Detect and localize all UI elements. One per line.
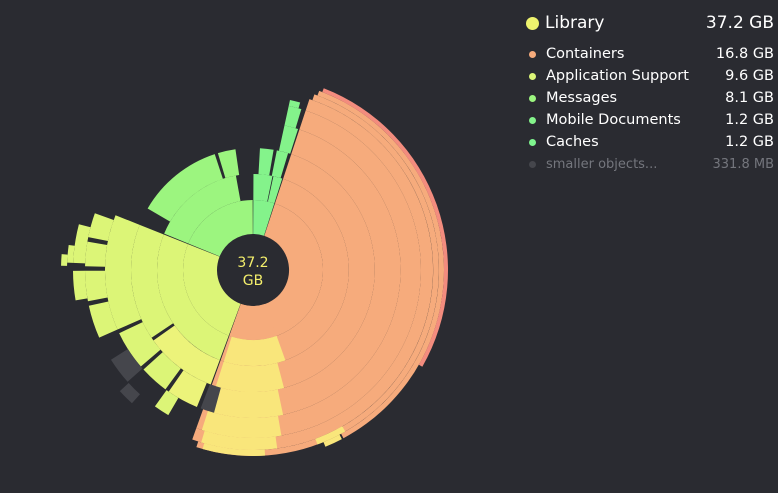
containers-outer-b[interactable] [323,434,342,447]
mobile-documents-ring-2[interactable] [258,148,274,176]
messages-ring-1[interactable] [164,175,241,244]
yellow-ring-5[interactable] [201,410,282,439]
app-support-ring-7[interactable] [61,254,68,266]
app-support-ring-4c[interactable] [85,270,108,302]
yellow-ring-4[interactable] [207,386,284,418]
messages-ring-2b[interactable] [217,149,240,179]
app-support-ring-6[interactable] [67,245,75,263]
caches-ring-1[interactable] [267,176,283,204]
legend-item-mobile-documents[interactable]: Mobile Documents 1.2 GB [526,109,774,131]
legend-item-size: 331.8 MB [712,156,774,172]
messages-ring-2a[interactable] [147,154,223,222]
app-support-ring-4b[interactable] [88,301,118,338]
root-name: Library [545,13,605,33]
yellow-ring-3[interactable] [215,361,285,392]
app-support-ring-3a[interactable] [168,370,207,407]
legend-item-name: Caches [546,134,599,150]
app-support-ring-4e[interactable] [88,213,114,242]
app-support-grey-a[interactable] [110,349,143,382]
yellow-ring-2[interactable] [223,335,286,367]
legend-item-name: smaller objects... [546,156,658,172]
legend-item-name: Application Support [546,68,689,84]
messages-ring-0[interactable] [188,200,253,257]
center-size-value: 37.2 [237,255,268,271]
app-support-ring-0[interactable] [182,244,241,336]
mobile-documents-ring-1[interactable] [253,174,273,202]
legend-items: Containers 16.8 GB Application Support 9… [526,43,774,175]
caches-ring-2[interactable] [271,150,289,179]
mobile-documents-ring-4[interactable] [284,105,302,129]
yellow-ring-6[interactable] [201,430,278,451]
app-support-ring-1[interactable] [157,234,229,361]
mobile-documents-ring-0[interactable] [253,200,275,236]
yellow-ring-7[interactable] [202,443,266,457]
legend-item-smaller-objects[interactable]: smaller objects... 331.8 MB [526,153,774,175]
app-support-ring-4a[interactable] [154,390,179,416]
legend-color-dot [529,72,536,80]
legend-panel: Library 37.2 GB Containers 16.8 GB Appli… [526,10,774,175]
app-support-ring-3c[interactable] [119,322,161,367]
legend-root-row[interactable]: Library 37.2 GB [526,10,774,36]
center-circle[interactable] [219,236,287,304]
legend-color-dot [529,116,536,124]
legend-item-size: 1.2 GB [725,112,774,128]
legend-item-size: 16.8 GB [715,46,774,62]
app-support-ring-3b[interactable] [143,352,181,390]
legend-item-size: 1.2 GB [725,134,774,150]
app-support-grey-c[interactable] [200,384,221,413]
containers-ring-2[interactable] [211,154,375,392]
legend-item-name: Messages [546,90,618,106]
center-size-unit: GB [243,273,263,289]
caches-ring-3[interactable] [278,125,299,154]
containers-ring-1[interactable] [220,178,349,366]
app-support-ring-2b[interactable] [131,224,174,338]
legend-color-dot [529,138,536,146]
legend-item-application-support[interactable]: Application Support 9.6 GB [526,65,774,87]
legend-item-name: Mobile Documents [546,112,681,128]
legend-item-size: 9.6 GB [725,68,774,84]
legend-item-name: Containers [546,46,625,62]
yellow-ring-1[interactable] [229,303,277,340]
containers-ring-3[interactable] [203,129,401,418]
legend-color-dot [529,160,536,168]
legend-color-dot [529,50,536,58]
app-support-ring-2a[interactable] [153,325,220,385]
sunburst-chart[interactable]: 37.2 GB [0,0,520,493]
legend-item-containers[interactable]: Containers 16.8 GB [526,43,774,65]
legend-item-messages[interactable]: Messages 8.1 GB [526,87,774,109]
containers-ring-0[interactable] [229,203,324,341]
app-support-ring-5a[interactable] [73,270,88,301]
app-support-ring-4d[interactable] [85,241,108,267]
app-support-ring-5b[interactable] [73,224,91,264]
containers-outer-a[interactable] [315,426,346,445]
root-size: 37.2 GB [705,13,774,33]
app-support-ring-3d[interactable] [104,215,142,330]
root-color-dot [526,16,539,30]
app-support-grey-b[interactable] [119,383,140,404]
legend-item-caches[interactable]: Caches 1.2 GB [526,131,774,153]
legend-color-dot [529,94,536,102]
mobile-documents-ring-5[interactable] [288,99,301,109]
containers-ring-8[interactable] [322,88,448,367]
legend-item-size: 8.1 GB [725,90,774,106]
